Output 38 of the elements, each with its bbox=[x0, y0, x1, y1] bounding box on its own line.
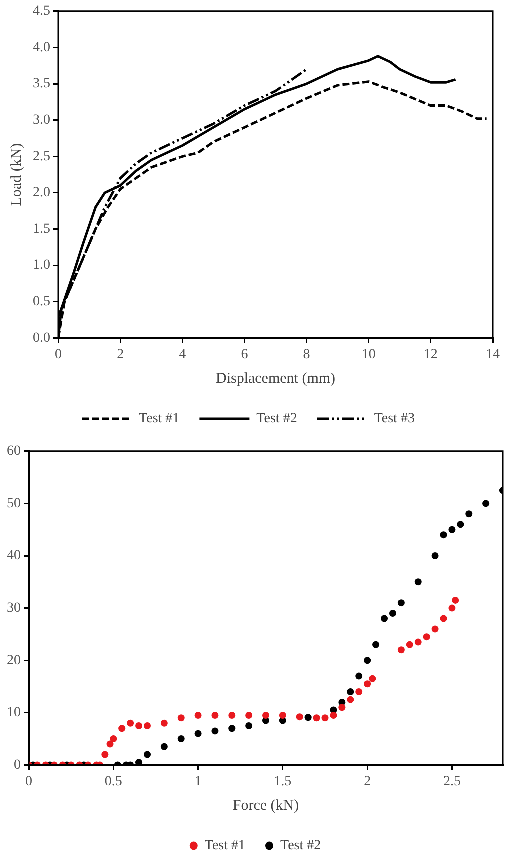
legend-label: Test #2 bbox=[256, 412, 298, 427]
y-tick-label: 3.5 bbox=[33, 76, 50, 92]
x-tick-label: 0.5 bbox=[104, 774, 122, 790]
x-tick-label: 1.5 bbox=[274, 774, 292, 790]
y-tick-label: 0.5 bbox=[33, 294, 50, 310]
legend-label: Test #1 bbox=[139, 412, 180, 427]
x-tick-label: 2.5 bbox=[443, 774, 461, 790]
x-tick-label: 8 bbox=[303, 347, 310, 362]
y-tick-label: 60 bbox=[7, 444, 21, 460]
x-tick-label: 4 bbox=[179, 347, 186, 362]
legend-label: Test #2 bbox=[280, 838, 322, 854]
x-tick-label: 2 bbox=[117, 347, 124, 362]
y-tick-label: 4.5 bbox=[33, 4, 50, 20]
x-axis-title: Force (kN) bbox=[232, 798, 300, 814]
y-tick-label: 4.0 bbox=[33, 40, 50, 56]
legend-label: Test #3 bbox=[374, 412, 415, 427]
y-tick-label: 0 bbox=[14, 758, 21, 773]
x-tick-label: 12 bbox=[424, 347, 438, 362]
y-tick-label: 1.5 bbox=[33, 222, 50, 237]
y-tick-label: 30 bbox=[7, 600, 21, 616]
y-tick-label: 40 bbox=[7, 548, 21, 564]
y-tick-label: 1.0 bbox=[33, 258, 50, 274]
x-tick-label: 2 bbox=[364, 774, 372, 790]
x-tick-label: 1 bbox=[194, 774, 202, 790]
x-tick-label: 14 bbox=[486, 347, 500, 362]
y-tick-label: 2.0 bbox=[33, 186, 50, 201]
y-tick-label: 10 bbox=[7, 706, 21, 721]
legend-label: Test #1 bbox=[204, 838, 246, 854]
x-axis-title: Displacement (mm) bbox=[216, 370, 336, 387]
y-tick-label: 0.0 bbox=[33, 330, 50, 346]
y-tick-label: 2.5 bbox=[33, 149, 50, 164]
y-tick-label: 3.0 bbox=[33, 113, 50, 128]
x-tick-label: 10 bbox=[362, 347, 376, 362]
y-tick-label: 50 bbox=[7, 496, 21, 512]
y-tick-label: 20 bbox=[7, 653, 21, 668]
x-tick-label: 0 bbox=[55, 347, 62, 362]
y-axis-title: Load (kN) bbox=[8, 143, 25, 206]
x-tick-label: 6 bbox=[241, 347, 248, 362]
